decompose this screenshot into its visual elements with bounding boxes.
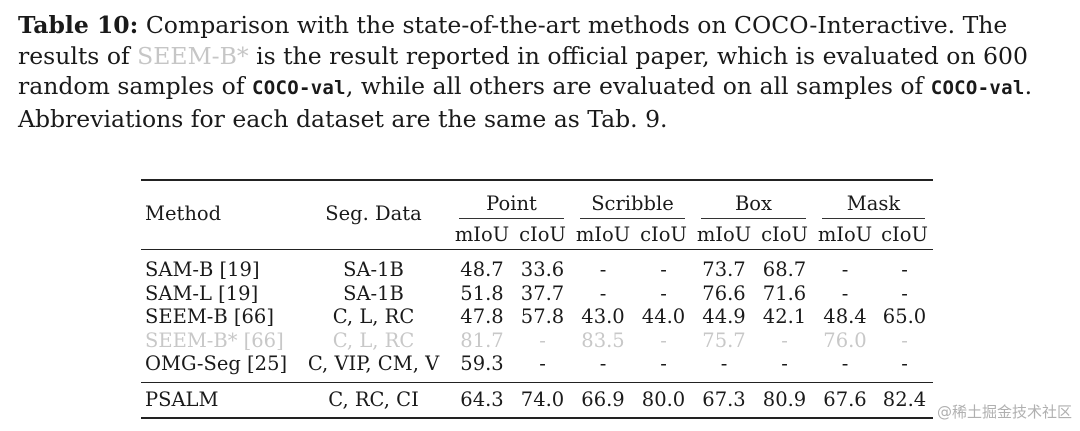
cell-value: 76.6	[702, 281, 746, 305]
cell-value: -	[599, 258, 607, 281]
table-row: OMG-Seg [25] C, VIP, CM, V 59.3 - - - - …	[141, 352, 933, 382]
caption-faded-method: SEEM-B*	[137, 41, 249, 70]
cell-value: -	[660, 281, 667, 305]
header-metric: mIoU	[572, 219, 634, 250]
cell-value: 76.0	[823, 328, 867, 352]
table-row: SEEM-B [66] C, L, RC 47.8 57.8 43.0 44.0…	[141, 305, 933, 329]
cell-value: 80.0	[634, 381, 693, 419]
cell-value: 42.1	[762, 305, 807, 328]
cell-value: 81.7	[460, 328, 504, 352]
cell-value: -	[660, 352, 667, 375]
cell-seg-data: C, L, RC	[332, 328, 415, 352]
table-caption: Table 10: Comparison with the state-of-t…	[18, 10, 1068, 134]
results-table: Method Seg. Data Point Scribble Box Mask…	[141, 179, 933, 419]
header-metric: mIoU	[693, 219, 755, 250]
cell-value: 66.9	[572, 381, 634, 419]
cell-value: 57.8	[520, 305, 565, 328]
cell-value: 44.0	[641, 305, 686, 328]
table-row: SEEM-B* [66] C, L, RC 81.7 - 83.5 - 75.7…	[141, 329, 933, 353]
header-group-mask: Mask	[814, 179, 933, 220]
cell-value: -	[841, 258, 849, 281]
header-row-groups: Method Seg. Data Point Scribble Box Mask	[141, 179, 933, 250]
header-metric: cIoU	[876, 219, 933, 250]
cell-method: OMG-Seg [25]	[145, 352, 288, 375]
cell-value: 59.3	[460, 352, 504, 375]
cell-value: 74.0	[513, 381, 572, 419]
cell-method: SAM-B [19]	[145, 258, 260, 281]
cell-value: 64.3	[451, 381, 513, 419]
cell-value: -	[901, 328, 908, 352]
cell-value: -	[901, 258, 908, 281]
cell-method: SEEM-B [66]	[145, 305, 274, 328]
cell-value: 82.4	[876, 381, 933, 419]
cell-value: -	[539, 352, 546, 375]
cell-seg-data: SA-1B	[343, 281, 404, 305]
header-metric: cIoU	[755, 219, 814, 250]
cell-value: -	[901, 281, 908, 305]
cell-value: 71.6	[762, 281, 807, 305]
cell-value: 51.8	[460, 281, 504, 305]
cell-value: -	[841, 352, 849, 375]
caption-text-2: is the result reported in official paper…	[18, 41, 1028, 101]
cell-value: 37.7	[520, 281, 565, 305]
cell-value: -	[781, 328, 788, 352]
cell-seg-data: C, L, RC	[332, 305, 415, 328]
cell-seg-data: C, VIP, CM, V	[307, 352, 440, 375]
cell-value: 68.7	[762, 258, 807, 281]
cell-value: 47.8	[460, 305, 504, 328]
cell-value: 67.3	[693, 381, 755, 419]
cell-value: -	[599, 352, 607, 375]
cell-value: 73.7	[702, 258, 746, 281]
cell-value: 80.9	[755, 381, 814, 419]
cell-value: 75.7	[702, 328, 746, 352]
cell-value: 48.7	[460, 258, 504, 281]
table-row-psalm: PSALM C, RC, CI 64.3 74.0 66.9 80.0 67.3…	[141, 381, 933, 419]
cell-method: SEEM-B* [66]	[145, 328, 284, 352]
cell-value: -	[841, 281, 849, 305]
caption-code-1: COCO-val	[252, 77, 346, 99]
cell-value: 48.4	[823, 305, 867, 328]
cell-value: -	[781, 352, 788, 375]
header-group-scribble: Scribble	[572, 179, 693, 220]
watermark: @稀土掘金技术社区	[936, 403, 1072, 421]
caption-text-4: . Abbreviations for each dataset are the…	[18, 72, 1033, 133]
cell-method: SAM-L [19]	[145, 281, 259, 305]
caption-label: Table 10:	[18, 11, 139, 39]
cell-value: -	[720, 352, 728, 375]
cell-value: -	[660, 258, 667, 281]
cell-value: -	[660, 328, 667, 352]
header-metric: cIoU	[513, 219, 572, 250]
cell-value: 83.5	[581, 328, 625, 352]
cell-value: 33.6	[520, 258, 565, 281]
header-group-box: Box	[693, 179, 814, 220]
cell-seg-data: C, RC, CI	[296, 381, 451, 419]
header-seg-data: Seg. Data	[296, 179, 451, 250]
header-metric: cIoU	[634, 219, 693, 250]
cell-value: 43.0	[581, 305, 625, 328]
table-row: SAM-B [19] SA-1B 48.7 33.6 - - 73.7 68.7…	[141, 250, 933, 282]
caption-text-1: Comparison with the state-of-the-art met…	[18, 11, 1008, 70]
cell-value: -	[901, 352, 908, 375]
header-row-metrics: mIoU cIoU mIoU cIoU mIoU cIoU mIoU cIoU	[141, 219, 933, 250]
header-group-point: Point	[451, 179, 572, 220]
caption-text-3: , while all others are evaluated on all …	[345, 72, 931, 100]
cell-value: -	[539, 328, 546, 352]
cell-value: -	[599, 281, 607, 305]
cell-value: 67.6	[814, 381, 876, 419]
header-metric: mIoU	[451, 219, 513, 250]
cell-seg-data: SA-1B	[343, 258, 404, 281]
header-metric: mIoU	[814, 219, 876, 250]
cell-value: 65.0	[882, 305, 927, 328]
cell-value: 44.9	[702, 305, 746, 328]
caption-code-2: COCO-val	[930, 77, 1025, 99]
cell-method: PSALM	[141, 381, 296, 419]
header-method: Method	[141, 179, 296, 250]
table-row: SAM-L [19] SA-1B 51.8 37.7 - - 76.6 71.6…	[141, 282, 933, 306]
